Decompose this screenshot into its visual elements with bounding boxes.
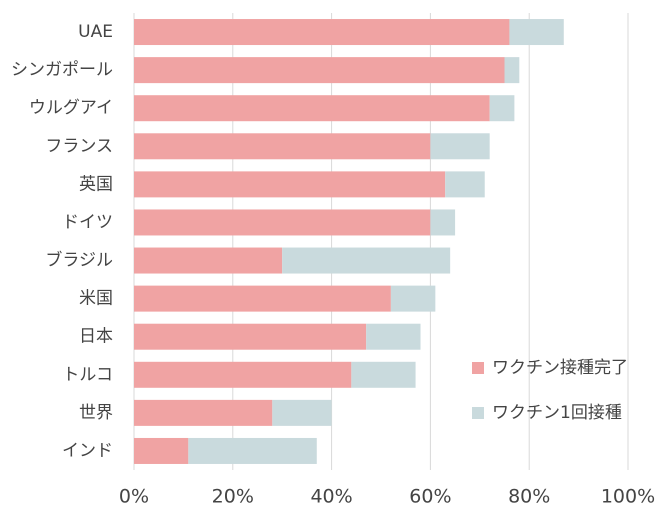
- y-tick-label: フランス: [45, 136, 113, 156]
- bar-segment: [134, 323, 367, 350]
- bar-segment: [134, 247, 283, 274]
- x-tick-label: 100%: [601, 486, 655, 508]
- legend-swatch: [472, 407, 484, 419]
- legend-label: ワクチン接種完了: [492, 358, 628, 378]
- bar-segment: [445, 171, 485, 198]
- y-tick-label: ドイツ: [62, 212, 113, 232]
- x-tick-label: 40%: [310, 486, 352, 508]
- bar-segment: [134, 285, 391, 312]
- bar-segment: [351, 361, 416, 388]
- bar-segment: [134, 399, 273, 426]
- bar-segment: [430, 209, 456, 236]
- legend-swatch: [472, 362, 484, 374]
- x-tick-label: 80%: [508, 486, 550, 508]
- bar-segment: [509, 19, 564, 46]
- y-tick-label: シンガポール: [11, 60, 113, 80]
- bar-segment: [134, 437, 189, 464]
- y-tick-label: ウルグアイ: [29, 98, 113, 118]
- bar-segment: [134, 19, 510, 46]
- bar-segment: [430, 133, 490, 160]
- x-tick-label: 20%: [212, 486, 254, 508]
- bar-segment: [134, 209, 431, 236]
- bar-segment: [390, 285, 436, 312]
- bar-segment: [134, 171, 446, 198]
- x-tick-label: 0%: [119, 486, 149, 508]
- bar-segment: [366, 323, 421, 350]
- x-tick-label: 60%: [409, 486, 451, 508]
- bar-segment: [134, 95, 490, 122]
- y-tick-label: UAE: [78, 22, 113, 42]
- bar-segment: [282, 247, 451, 274]
- bar-segment: [272, 399, 332, 426]
- bar-segment: [134, 57, 505, 84]
- y-tick-label: ブラジル: [45, 250, 113, 271]
- y-tick-label: 英国: [79, 174, 113, 194]
- bar-segment: [134, 361, 352, 388]
- y-tick-label: 米国: [79, 289, 113, 309]
- bar-segment: [134, 133, 431, 160]
- legend-label: ワクチン1回接種: [492, 403, 622, 423]
- bar-segment: [489, 95, 515, 122]
- y-tick-label: トルコ: [62, 365, 113, 385]
- y-tick-label: 世界: [79, 403, 113, 423]
- bar-segment: [504, 57, 520, 84]
- bar-segment: [188, 437, 317, 464]
- y-tick-label: インド: [62, 441, 113, 461]
- y-tick-label: 日本: [79, 327, 113, 347]
